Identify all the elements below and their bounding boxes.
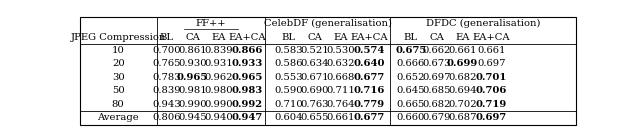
- Text: 0.660: 0.660: [397, 113, 425, 122]
- Text: 0.947: 0.947: [232, 113, 263, 122]
- Text: 50: 50: [112, 86, 125, 95]
- Text: 0.699: 0.699: [447, 60, 478, 68]
- Text: 0.763: 0.763: [300, 100, 329, 109]
- Text: 10: 10: [112, 46, 125, 55]
- Text: BL: BL: [160, 32, 174, 42]
- Text: EA: EA: [455, 32, 470, 42]
- Text: 0.697: 0.697: [422, 73, 451, 82]
- Text: 0.940: 0.940: [204, 113, 233, 122]
- Text: 0.931: 0.931: [204, 60, 233, 68]
- Text: 0.806: 0.806: [152, 113, 181, 122]
- Text: 0.604: 0.604: [275, 113, 303, 122]
- Text: 0.765: 0.765: [152, 60, 181, 68]
- Text: 0.666: 0.666: [397, 60, 425, 68]
- Text: BL: BL: [404, 32, 418, 42]
- Text: 0.574: 0.574: [353, 46, 385, 55]
- Text: DFDC (generalisation): DFDC (generalisation): [426, 19, 540, 28]
- Text: 0.677: 0.677: [353, 113, 385, 122]
- Text: 80: 80: [112, 100, 125, 109]
- Text: 0.553: 0.553: [275, 73, 303, 82]
- Text: 0.710: 0.710: [275, 100, 303, 109]
- Text: 0.694: 0.694: [448, 86, 477, 95]
- Text: 0.983: 0.983: [232, 86, 263, 95]
- Text: 30: 30: [112, 73, 125, 82]
- Text: BL: BL: [282, 32, 296, 42]
- Text: 0.530: 0.530: [326, 46, 355, 55]
- Text: 0.701: 0.701: [476, 73, 507, 82]
- Text: 0.981: 0.981: [178, 86, 207, 95]
- Text: 0.668: 0.668: [326, 73, 355, 82]
- Text: 0.992: 0.992: [232, 100, 262, 109]
- Text: 20: 20: [112, 60, 125, 68]
- Text: 0.661: 0.661: [448, 46, 477, 55]
- Text: CA: CA: [185, 32, 200, 42]
- Text: 0.719: 0.719: [476, 100, 507, 109]
- Text: 0.687: 0.687: [448, 113, 477, 122]
- Text: 0.671: 0.671: [300, 73, 329, 82]
- Text: 0.866: 0.866: [232, 46, 263, 55]
- Text: 0.706: 0.706: [476, 86, 507, 95]
- Text: 0.965: 0.965: [177, 73, 208, 82]
- Text: 0.702: 0.702: [448, 100, 477, 109]
- Text: 0.661: 0.661: [326, 113, 355, 122]
- Text: 0.673: 0.673: [422, 60, 451, 68]
- Text: 0.930: 0.930: [179, 60, 207, 68]
- Text: JPEG Compression: JPEG Compression: [70, 32, 166, 42]
- Text: 0.697: 0.697: [476, 113, 507, 122]
- Text: 0.640: 0.640: [353, 60, 385, 68]
- Text: 0.521: 0.521: [300, 46, 329, 55]
- Text: 0.682: 0.682: [448, 73, 477, 82]
- Text: 0.690: 0.690: [300, 86, 329, 95]
- Text: CA: CA: [429, 32, 444, 42]
- Text: 0.583: 0.583: [275, 46, 303, 55]
- Text: 0.590: 0.590: [275, 86, 303, 95]
- Text: 0.685: 0.685: [422, 86, 451, 95]
- Text: 0.980: 0.980: [204, 86, 233, 95]
- Text: 0.697: 0.697: [477, 60, 506, 68]
- Text: CA: CA: [307, 32, 322, 42]
- Text: 0.990: 0.990: [179, 100, 207, 109]
- Text: 0.933: 0.933: [232, 60, 263, 68]
- Text: 0.945: 0.945: [178, 113, 207, 122]
- Text: 0.965: 0.965: [232, 73, 263, 82]
- Text: 0.675: 0.675: [395, 46, 426, 55]
- Text: 0.677: 0.677: [353, 73, 385, 82]
- Text: 0.990: 0.990: [204, 100, 233, 109]
- Text: 0.632: 0.632: [326, 60, 355, 68]
- Text: 0.962: 0.962: [204, 73, 232, 82]
- Text: 0.839: 0.839: [152, 86, 181, 95]
- Text: 0.700: 0.700: [152, 46, 181, 55]
- Text: EA+CA: EA+CA: [472, 32, 510, 42]
- Text: 0.711: 0.711: [326, 86, 355, 95]
- Text: 0.645: 0.645: [397, 86, 425, 95]
- Text: 0.679: 0.679: [422, 113, 451, 122]
- Text: 0.839: 0.839: [204, 46, 233, 55]
- Text: EA+CA: EA+CA: [228, 32, 266, 42]
- Text: 0.783: 0.783: [152, 73, 181, 82]
- Text: 0.665: 0.665: [397, 100, 425, 109]
- Text: EA: EA: [333, 32, 348, 42]
- Text: FF++: FF++: [196, 19, 226, 28]
- Text: CelebDF (generalisation): CelebDF (generalisation): [264, 19, 392, 28]
- Text: 0.682: 0.682: [422, 100, 451, 109]
- Text: 0.861: 0.861: [179, 46, 207, 55]
- Text: 0.662: 0.662: [422, 46, 451, 55]
- Text: Average: Average: [97, 113, 139, 122]
- Text: 0.586: 0.586: [275, 60, 303, 68]
- Text: EA: EA: [211, 32, 226, 42]
- Text: 0.764: 0.764: [326, 100, 355, 109]
- Text: 0.943: 0.943: [152, 100, 181, 109]
- Text: 0.652: 0.652: [397, 73, 425, 82]
- Text: 0.634: 0.634: [300, 60, 329, 68]
- Text: 0.655: 0.655: [300, 113, 329, 122]
- Text: 0.779: 0.779: [354, 100, 385, 109]
- Text: EA+CA: EA+CA: [350, 32, 388, 42]
- Text: 0.716: 0.716: [353, 86, 385, 95]
- Text: 0.661: 0.661: [477, 46, 506, 55]
